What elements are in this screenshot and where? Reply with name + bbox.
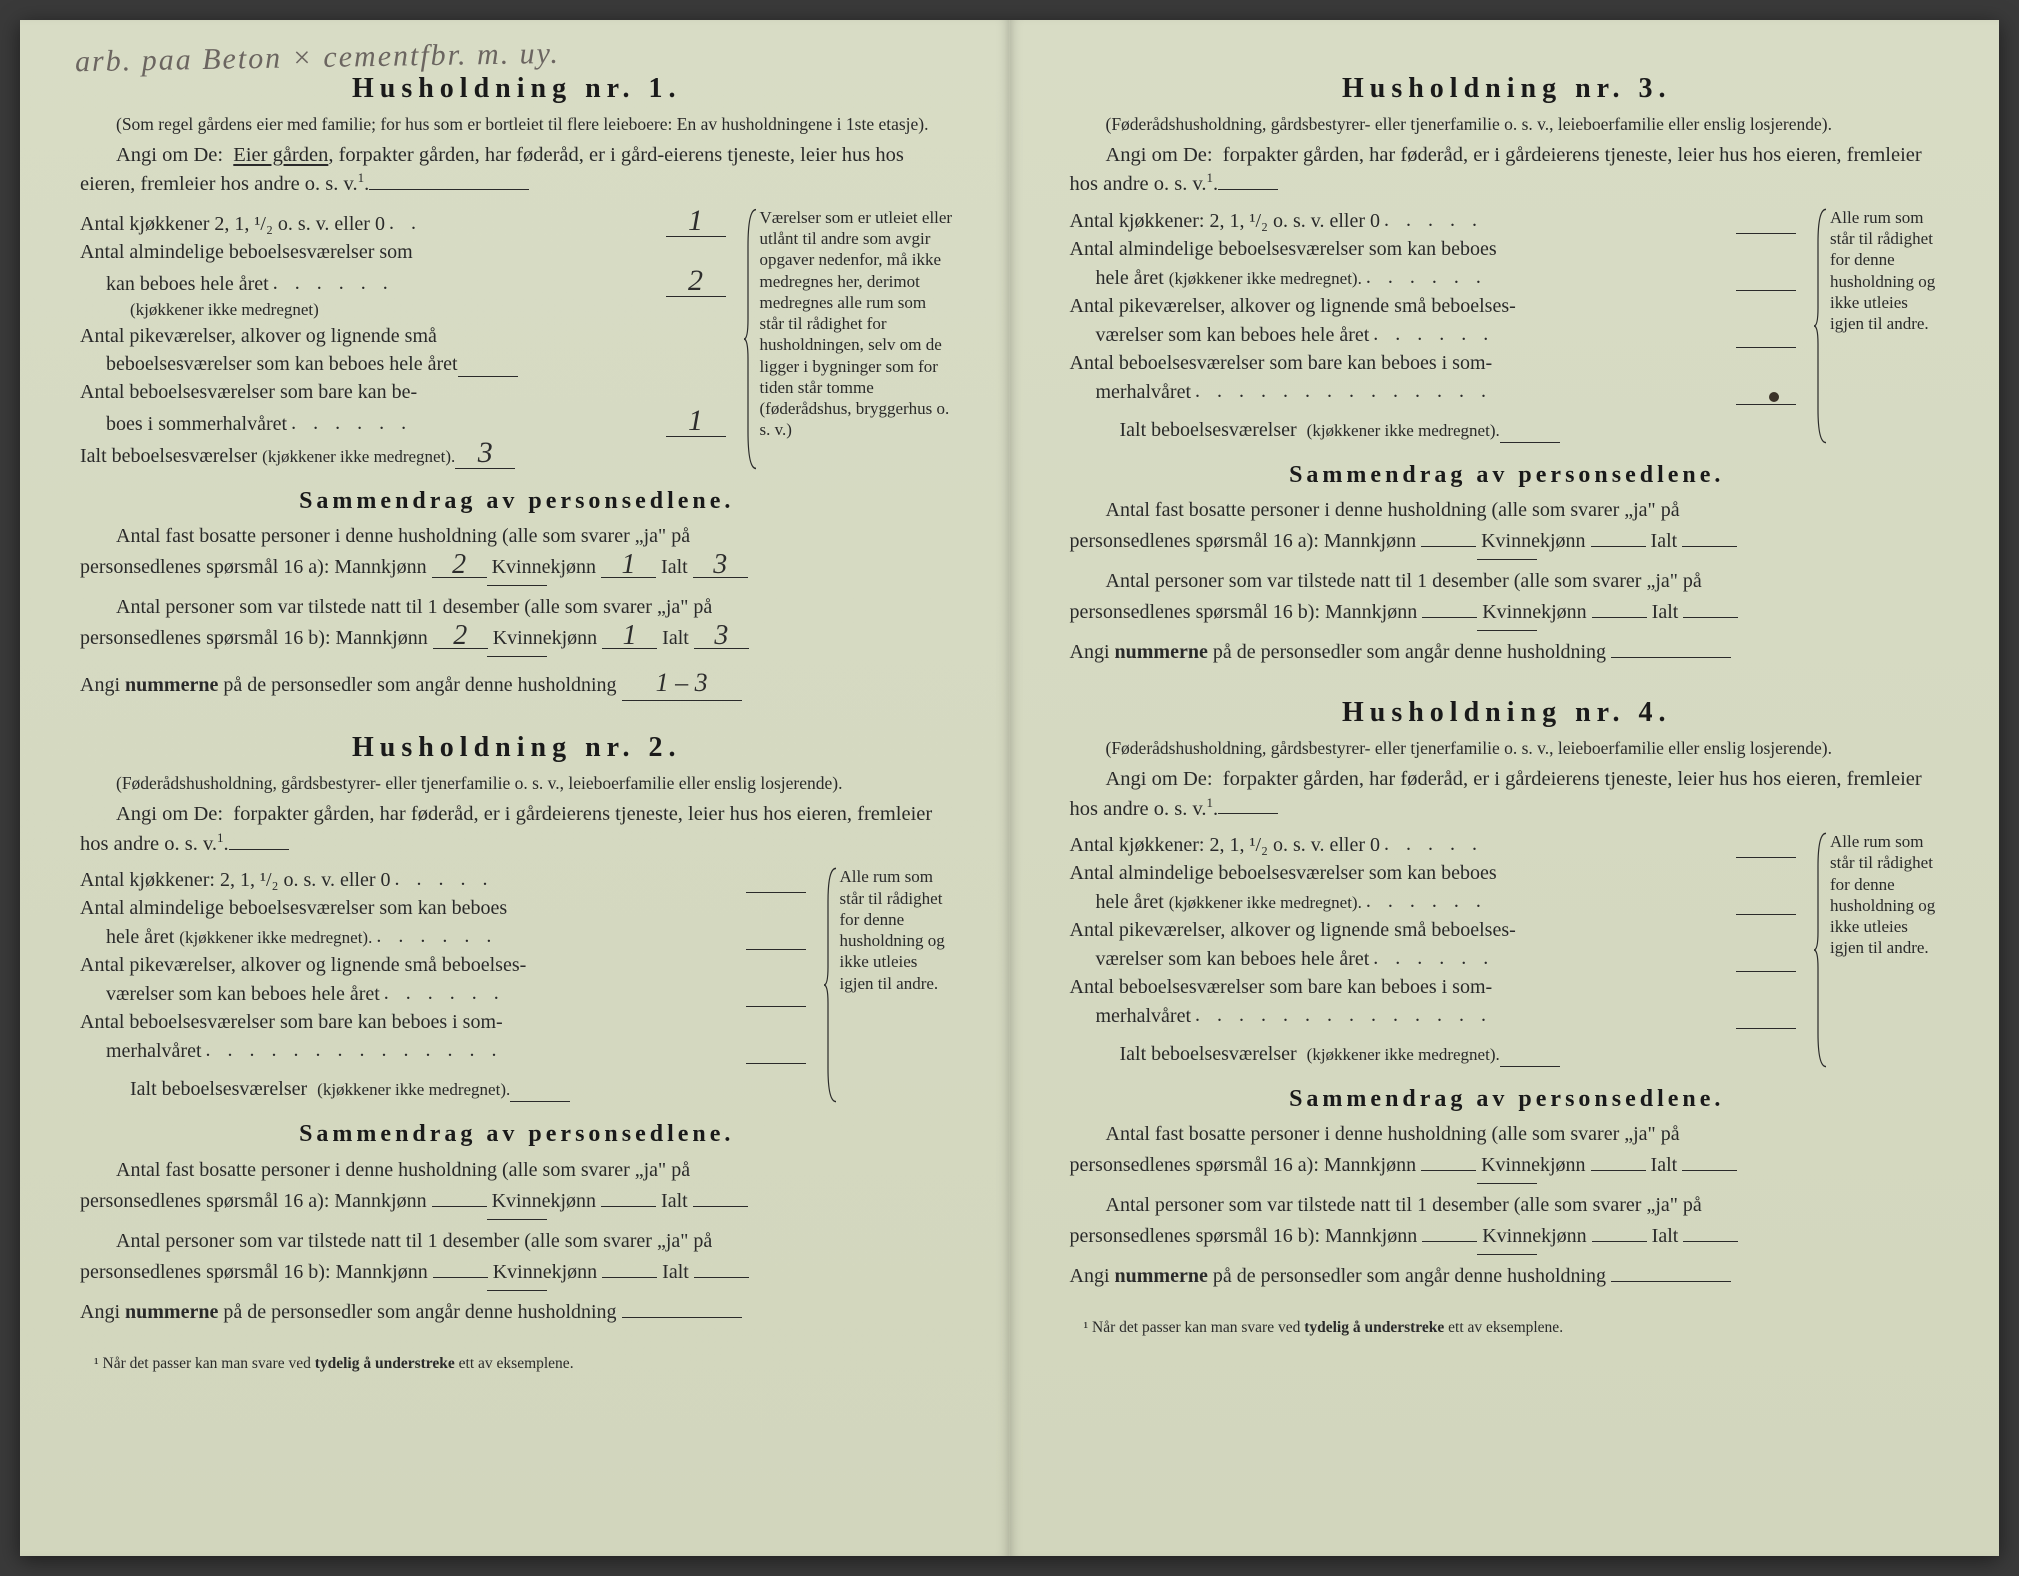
room-rows: Antal kjøkkener: 2, 1, ¹/₂ o. s. v. elle… xyxy=(1070,207,1945,445)
fill-value xyxy=(693,1189,748,1207)
household-subtitle: (Som regel gårdens eier med familie; for… xyxy=(80,114,954,136)
fill-value xyxy=(433,1260,488,1278)
fill-value xyxy=(1683,600,1738,618)
fill-value xyxy=(1422,1224,1477,1242)
fill-value: 1 xyxy=(602,625,657,648)
fill-value xyxy=(602,1260,657,1278)
fill-value xyxy=(1682,1153,1737,1171)
ink-stain xyxy=(1769,392,1779,402)
fill-value xyxy=(1421,529,1476,547)
fill-value xyxy=(1592,600,1647,618)
summary-title: Sammendrag av personsedlene. xyxy=(1070,459,1945,491)
footnote-left: ¹ Når det passer kan man svare ved tydel… xyxy=(80,1354,954,1375)
curly-brace-icon xyxy=(744,207,758,471)
room-rows: Antal kjøkkener 2, 1, ¹/₂ o. s. v. eller… xyxy=(80,207,954,471)
left-page: arb. paa Beton × cementfbr. m. uy. Husho… xyxy=(20,20,1010,1556)
household-block-4: Husholdning nr. 4. (Føderådshusholdning, … xyxy=(1070,694,1945,1290)
fill-value: 2 xyxy=(432,554,487,577)
fill-value xyxy=(1591,529,1646,547)
household-title: Husholdning nr. 4. xyxy=(1070,694,1945,732)
summary-title: Sammendrag av personsedlene. xyxy=(80,1118,954,1150)
fill-value: 2 xyxy=(433,625,488,648)
household-title: Husholdning nr. 3. xyxy=(1070,70,1945,108)
household-block-1: Husholdning nr. 1.(Som regel gårdens eie… xyxy=(80,70,954,701)
fill-value xyxy=(432,1189,487,1207)
household-subtitle: (Føderådshusholdning, gårdsbestyrer- ell… xyxy=(80,773,954,795)
fill-value xyxy=(1682,529,1737,547)
side-note: Værelser som er utleiet eller utlånt til… xyxy=(744,207,954,471)
pencil-annotation: arb. paa Beton × cementfbr. m. uy. xyxy=(75,34,560,83)
fill-value xyxy=(601,1189,656,1207)
side-note: Alle rum som står til rådighet for denne… xyxy=(1814,207,1944,445)
household-subtitle: (Føderådshusholdning, gårdsbestyrer- ell… xyxy=(1070,114,1945,136)
fill-value xyxy=(1591,1153,1646,1171)
room-rows: Antal kjøkkener: 2, 1, ¹/₂ o. s. v. elle… xyxy=(80,866,954,1104)
fill-value xyxy=(1422,600,1477,618)
household-subtitle: (Føderådshusholdning, gårdsbestyrer- ell… xyxy=(1070,738,1945,760)
footnote-right: ¹ Når det passer kan man svare ved tydel… xyxy=(1070,1318,1945,1339)
side-note: Alle rum som står til rådighet for denne… xyxy=(1814,831,1944,1069)
household-title: Husholdning nr. 2. xyxy=(80,729,954,767)
fill-value: 3 xyxy=(693,554,748,577)
fill-value: 1 xyxy=(601,554,656,577)
right-page: Husholdning nr. 3. (Føderådshusholdning, … xyxy=(1010,20,2000,1556)
fill-value xyxy=(694,1260,749,1278)
side-note: Alle rum som står til rådighet for denne… xyxy=(824,866,954,1104)
curly-brace-icon xyxy=(824,866,838,1104)
household-block-2: Husholdning nr. 2. (Føderådshusholdning, … xyxy=(80,729,954,1325)
household-block-3: Husholdning nr. 3. (Føderådshusholdning, … xyxy=(1070,70,1945,666)
fill-value xyxy=(1683,1224,1738,1242)
page-spread: arb. paa Beton × cementfbr. m. uy. Husho… xyxy=(20,20,1999,1556)
fill-value xyxy=(1592,1224,1647,1242)
fill-value: 3 xyxy=(694,625,749,648)
curly-brace-icon xyxy=(1814,831,1828,1069)
room-rows: Antal kjøkkener: 2, 1, ¹/₂ o. s. v. elle… xyxy=(1070,831,1945,1069)
fill-value xyxy=(1421,1153,1476,1171)
curly-brace-icon xyxy=(1814,207,1828,445)
summary-title: Sammendrag av personsedlene. xyxy=(80,485,954,517)
summary-title: Sammendrag av personsedlene. xyxy=(1070,1083,1945,1115)
